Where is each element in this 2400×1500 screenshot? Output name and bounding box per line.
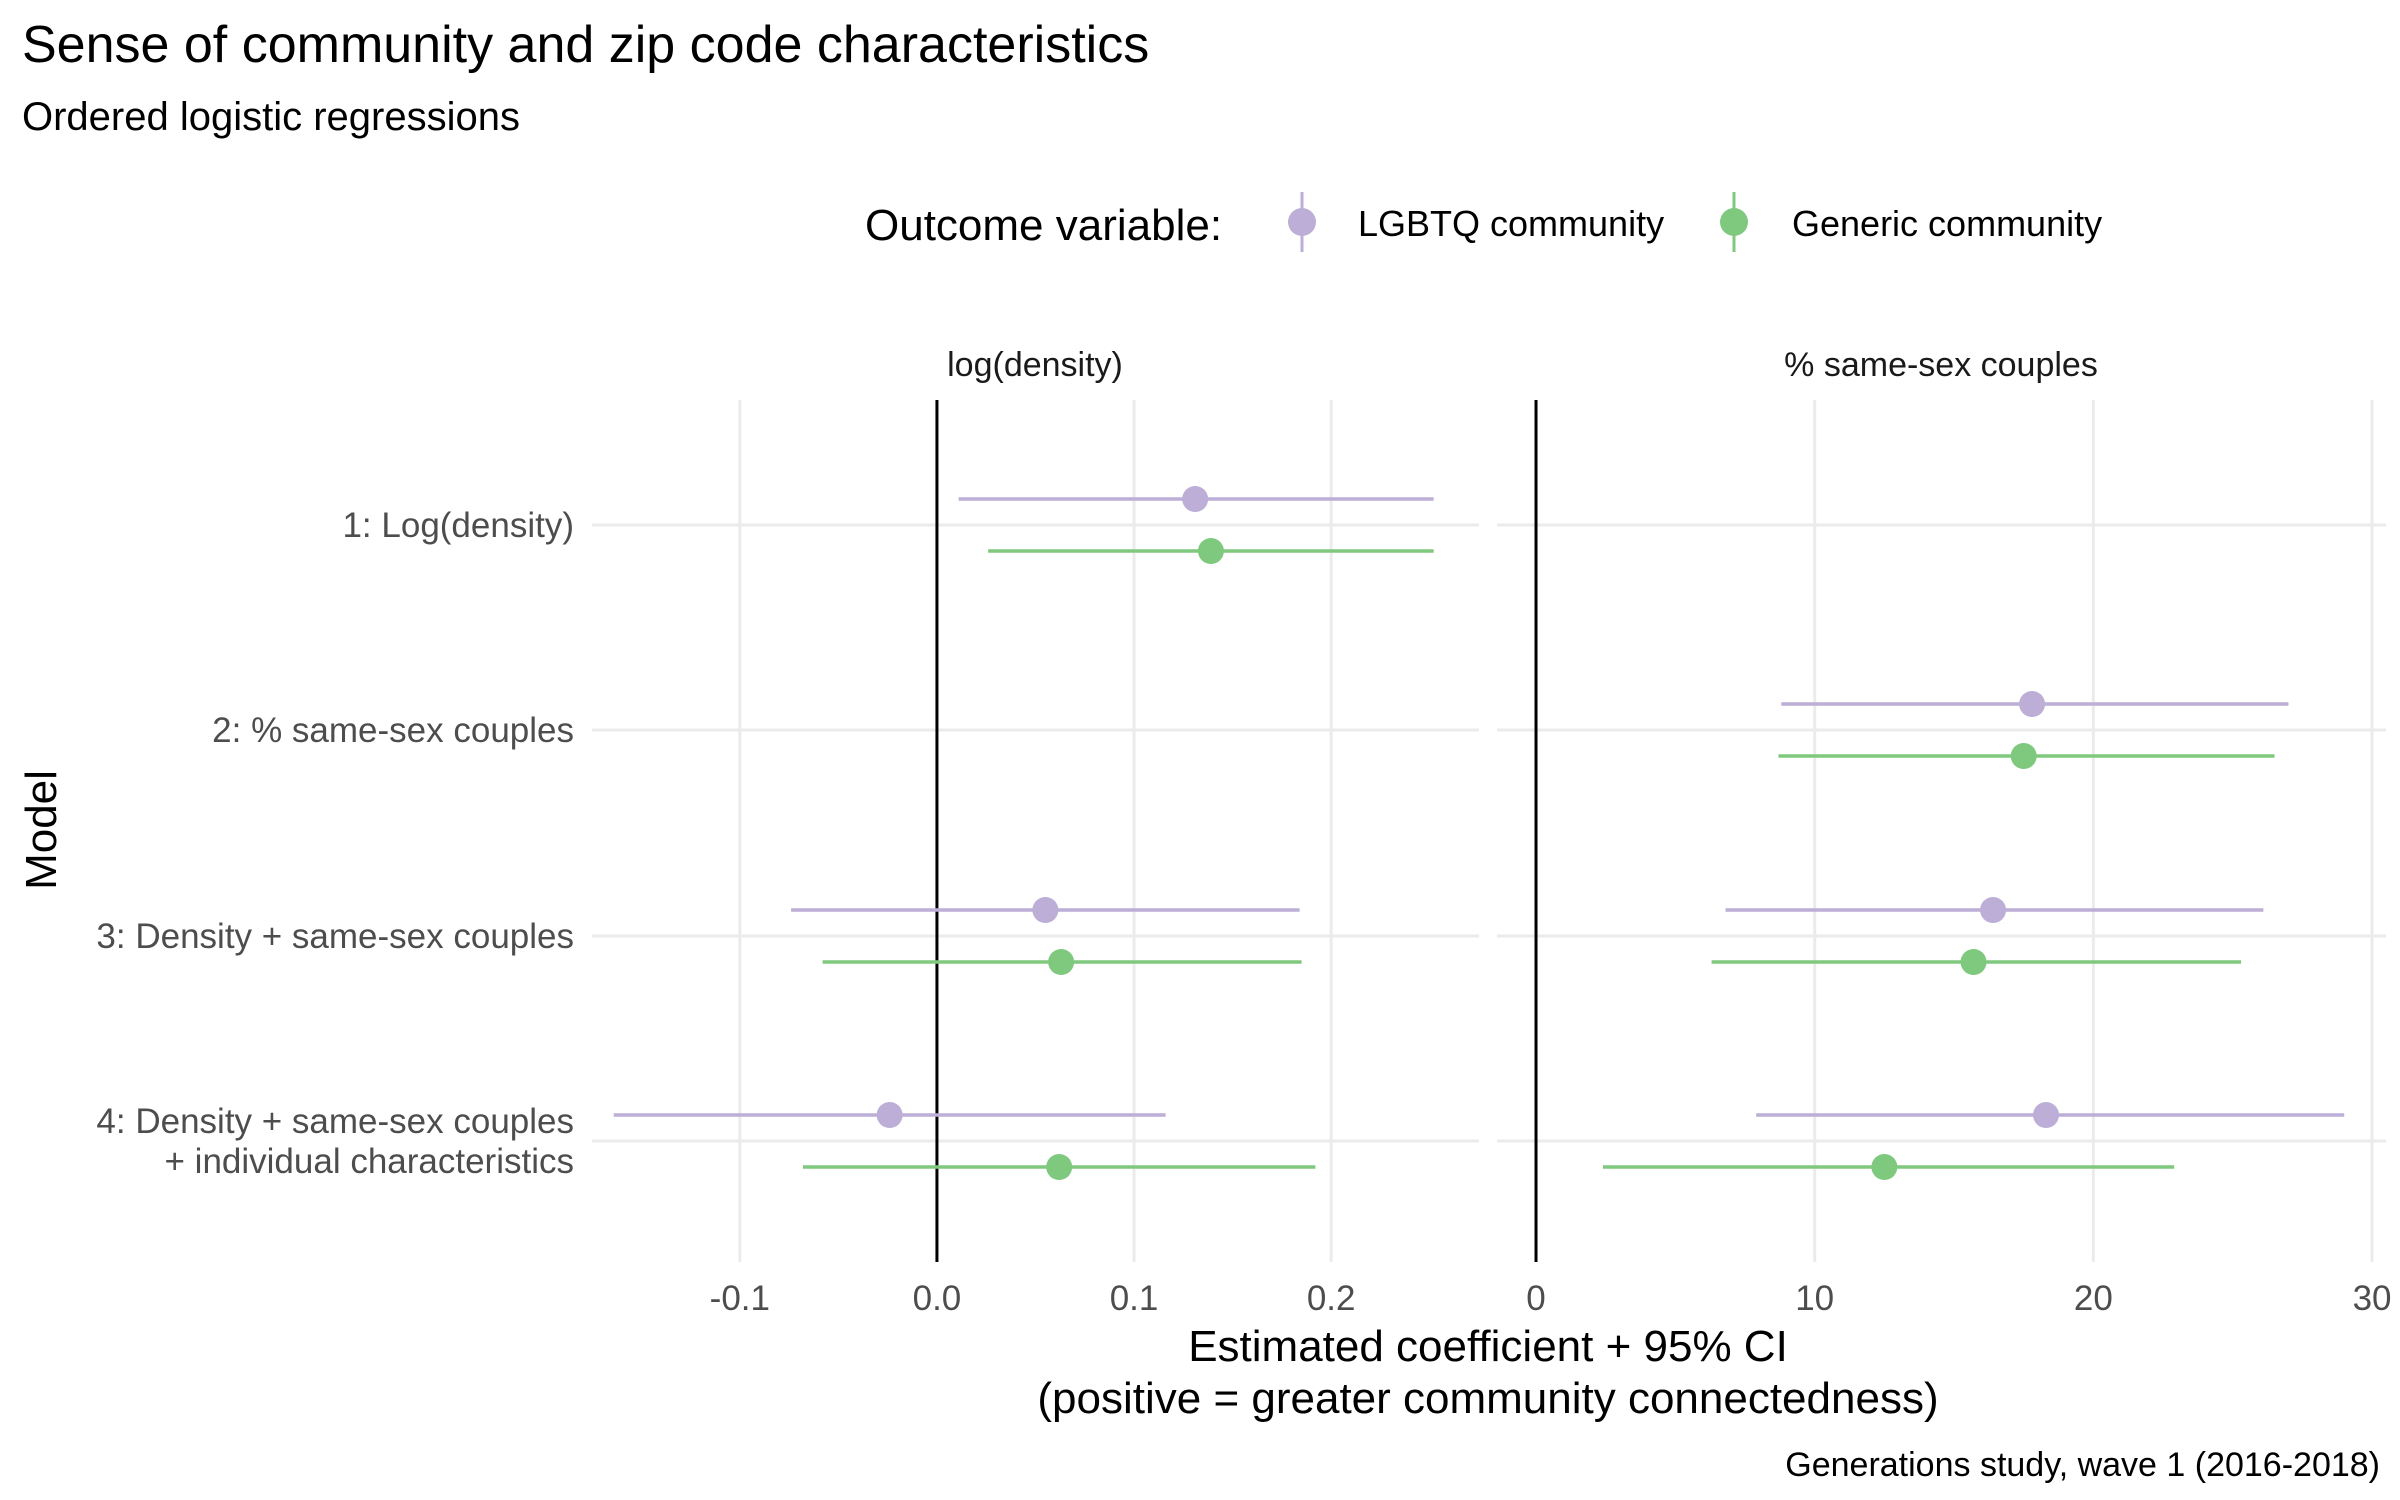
panel-strip-log-density: log(density) [947,346,1123,384]
point-same-sex-lgbtq-model-2 [2019,691,2046,717]
chart-subtitle: Ordered logistic regressions [22,95,520,139]
grid-lines [592,400,2386,1262]
y-axis-tick-labels: 1: Log(density) 2: % same-sex couples 3: D… [96,506,574,1181]
legend-key-generic [1720,192,1748,252]
x-tick-label-log-density-1: 0.0 [913,1279,962,1318]
x-axis-title-line1: Estimated coefficient + 95% CI [1188,1322,1788,1371]
x-axis-title-line2: (positive = greater community connectedn… [1037,1374,1938,1423]
x-tick-label-log-density-3: 0.2 [1307,1279,1356,1318]
legend-title: Outcome variable: [865,201,1222,250]
x-tick-label-log-density-0: -0.1 [710,1279,770,1318]
legend-label-lgbtq: LGBTQ community [1358,203,1664,244]
point-log-density-lgbtq-model-3 [1032,897,1059,923]
x-tick-label-same-sex-1: 10 [1795,1279,1834,1318]
chart-title: Sense of community and zip code characte… [22,16,1149,74]
legend: Outcome variable: LGBTQ community Generi… [865,192,2102,252]
data-marks [613,400,2345,1262]
y-tick-label-model-4-line-2: + individual characteristics [165,1142,575,1181]
point-log-density-generic-model-4 [1046,1154,1073,1180]
point-same-sex-lgbtq-model-3 [1980,897,2007,923]
x-tick-label-same-sex-2: 20 [2074,1279,2113,1318]
point-log-density-lgbtq-model-4 [876,1102,903,1128]
legend-label-generic: Generic community [1792,203,2102,244]
point-same-sex-generic-model-4 [1871,1154,1898,1180]
point-log-density-lgbtq-model-1 [1182,486,1209,512]
point-same-sex-generic-model-2 [2010,743,2037,769]
legend-key-lgbtq [1288,192,1316,252]
x-tick-label-same-sex-0: 0 [1526,1279,1545,1318]
panel-strip-same-sex: % same-sex couples [1784,346,2098,384]
y-tick-label-model-2: 2: % same-sex couples [212,711,574,750]
point-log-density-generic-model-1 [1197,538,1224,564]
point-same-sex-generic-model-3 [1960,949,1987,975]
y-axis-title: Model [17,770,66,890]
y-tick-label-model-1: 1: Log(density) [342,506,574,545]
point-same-sex-lgbtq-model-4 [2033,1102,2060,1128]
y-tick-label-model-4-line-1: 4: Density + same-sex couples [96,1102,574,1141]
x-axis-tick-labels: -0.1 0.0 0.1 0.2 0 10 20 30 [710,1279,2392,1318]
x-tick-label-log-density-2: 0.1 [1110,1279,1159,1318]
y-tick-label-model-3: 3: Density + same-sex couples [96,917,574,956]
chart-caption: Generations study, wave 1 (2016-2018) [1785,1446,2380,1484]
point-log-density-generic-model-3 [1048,949,1075,975]
x-tick-label-same-sex-3: 30 [2353,1279,2392,1318]
